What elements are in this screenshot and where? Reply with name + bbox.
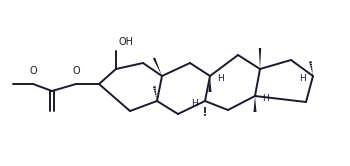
Text: O: O (72, 66, 80, 76)
Text: H: H (191, 98, 198, 108)
Text: H: H (262, 93, 269, 102)
Polygon shape (259, 48, 261, 69)
Polygon shape (209, 76, 211, 92)
Text: O: O (29, 66, 37, 76)
Polygon shape (253, 96, 257, 112)
Text: OH: OH (118, 37, 133, 47)
Text: H: H (299, 74, 306, 83)
Polygon shape (153, 57, 162, 76)
Text: H: H (217, 74, 224, 83)
